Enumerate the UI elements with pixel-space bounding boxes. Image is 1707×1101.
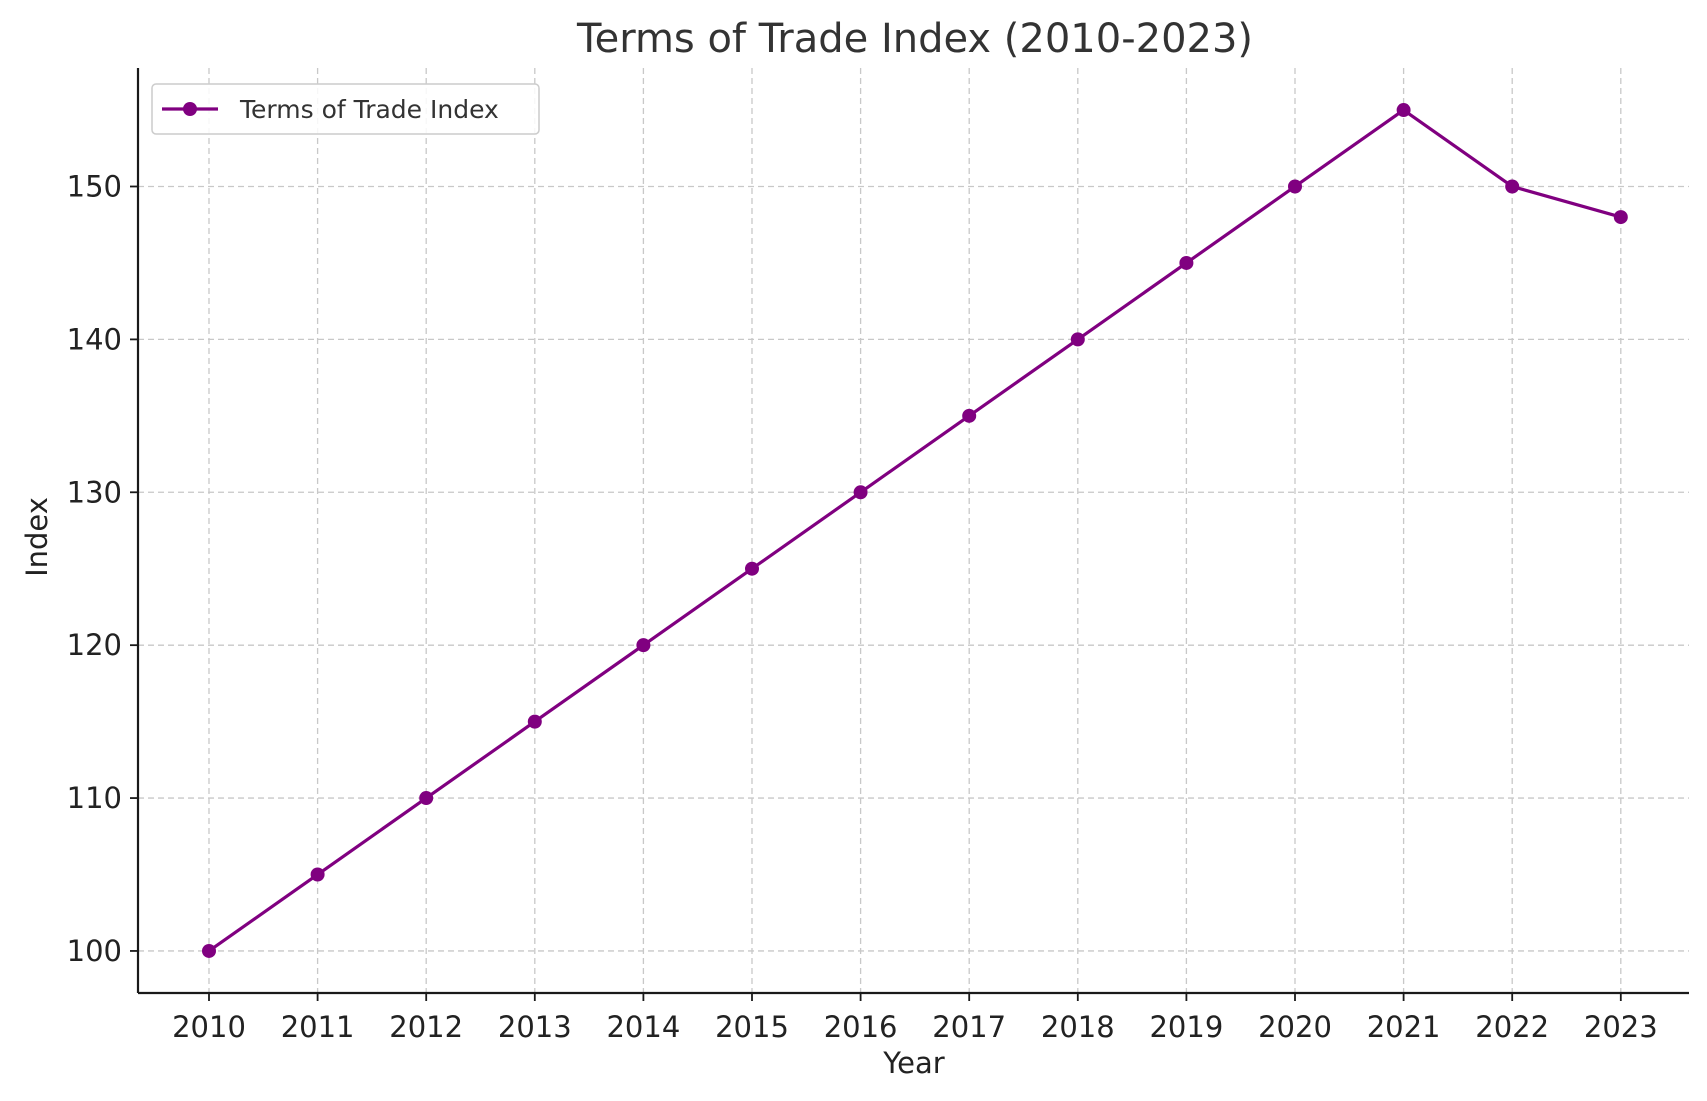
data-point-2014 [636, 638, 651, 653]
legend-label: Terms of Trade Index [239, 95, 499, 124]
x-tick-label-2022: 2022 [1475, 1010, 1549, 1044]
data-point-2010 [202, 943, 216, 958]
axes [136, 68, 1689, 995]
data-point-2017 [962, 408, 977, 423]
x-tick-label-2020: 2020 [1258, 1010, 1332, 1044]
x-tick-label-2012: 2012 [389, 1010, 463, 1044]
x-tick-label-2016: 2016 [824, 1010, 898, 1044]
data-point-2019 [1179, 255, 1194, 270]
ticks: 2010 2011 2012 2013 2014 2015 2016 2017 2018 2019… [67, 169, 1658, 1044]
y-axis-label: Index [20, 497, 54, 577]
x-tick-label-2011: 2011 [281, 1010, 355, 1044]
data-point-2013 [527, 714, 542, 729]
x-axis-label: Year [882, 1046, 944, 1080]
x-tick-label-2010: 2010 [172, 1010, 246, 1044]
legend: Terms of Trade Index [151, 83, 540, 135]
data-point-2015 [745, 561, 759, 576]
data-point-2021 [1396, 103, 1411, 118]
x-tick-label-2017: 2017 [932, 1010, 1006, 1044]
x-tick-label-2013: 2013 [498, 1010, 572, 1044]
x-tick-label-2015: 2015 [715, 1010, 789, 1044]
x-tick-label-2023: 2023 [1584, 1010, 1658, 1044]
grid [138, 68, 1689, 993]
y-tick-label-120: 120 [67, 628, 122, 662]
y-tick-label-140: 140 [67, 322, 122, 356]
data-point-2022 [1505, 179, 1520, 194]
y-tick-label-130: 130 [67, 475, 122, 509]
y-tick-label-150: 150 [67, 169, 122, 203]
chart-title: Terms of Trade Index (2010-2023) [576, 16, 1253, 62]
data-point-2016 [853, 485, 868, 500]
series-line-0 [208, 108, 1622, 953]
data-point-2023 [1613, 210, 1628, 225]
data-point-2020 [1288, 179, 1302, 194]
legend-marker-sample [183, 102, 197, 116]
data-point-2011 [310, 867, 325, 882]
x-tick-label-2018: 2018 [1041, 1010, 1115, 1044]
x-tick-label-2021: 2021 [1367, 1010, 1441, 1044]
y-tick-label-100: 100 [67, 934, 122, 968]
data-point-2012 [419, 791, 434, 806]
series [202, 103, 1628, 958]
legend-box [151, 83, 540, 135]
x-tick-label-2019: 2019 [1149, 1010, 1223, 1044]
x-tick-label-2014: 2014 [606, 1010, 680, 1044]
data-point-2018 [1070, 332, 1085, 347]
y-tick-label-110: 110 [67, 781, 122, 815]
